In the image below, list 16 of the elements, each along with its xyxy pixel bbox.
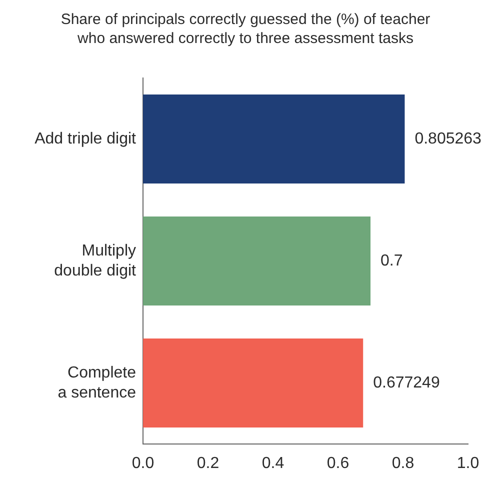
data-label: 0.677249 xyxy=(373,374,440,392)
x-tick-label: 0.4 xyxy=(262,455,284,472)
x-tick-label: 0.2 xyxy=(196,455,220,472)
chart-title: Share of principals correctly guessed the (%) of teacher who answered correctly to three assessment tasks xyxy=(60,11,430,48)
x-tick-label: 0.8 xyxy=(392,455,414,472)
data-label: 0.805263 xyxy=(414,130,482,148)
y-tick-label: Add triple digit xyxy=(34,130,137,148)
x-tick-label: 0.6 xyxy=(326,455,350,472)
x-tick-label: 1.0 xyxy=(456,455,480,472)
x-tick-label: 0.0 xyxy=(132,455,154,472)
bar xyxy=(143,216,370,306)
bar xyxy=(143,94,405,184)
bar xyxy=(143,338,364,428)
y-tick-label: Complete a sentence xyxy=(58,364,136,402)
data-label: 0.7 xyxy=(380,252,403,270)
y-tick-label: Multiply double digit xyxy=(54,242,137,280)
